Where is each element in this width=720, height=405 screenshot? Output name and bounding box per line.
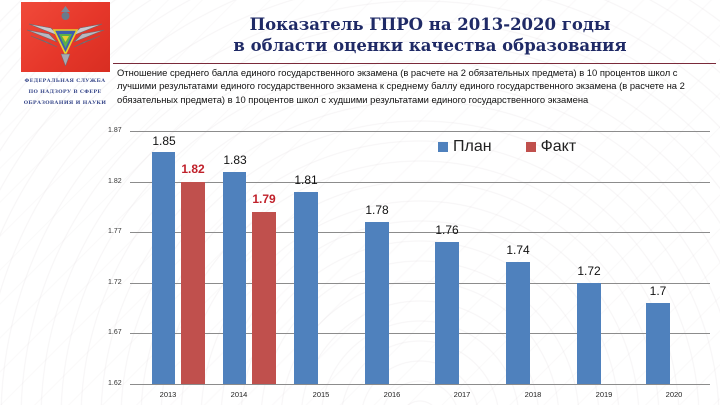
org-name-line: ОБРАЗОВАНИЯ И НАУКИ xyxy=(23,100,107,106)
data-label-plan-2013: 1.85 xyxy=(152,134,176,148)
x-tick-label: 2014 xyxy=(230,390,248,399)
data-label-plan-2014: 1.83 xyxy=(223,153,247,167)
x-tick-label: 2016 xyxy=(383,390,401,399)
org-name-line: ФЕДЕРАЛЬНАЯ СЛУЖБА xyxy=(24,78,106,84)
gridline-1-77 xyxy=(130,232,710,233)
bar-plan-2015 xyxy=(294,192,318,384)
x-axis-line xyxy=(130,384,710,385)
data-label-plan-2018: 1.74 xyxy=(506,243,530,257)
gridline-1-82 xyxy=(130,182,710,183)
bar-plan-2014 xyxy=(223,172,246,384)
title-divider xyxy=(113,63,716,64)
indicator-description: Отношение среднего балла единого государ… xyxy=(117,67,685,105)
legend-swatch-plan xyxy=(438,142,448,152)
bar-plan-2017 xyxy=(435,242,459,384)
data-label-plan-2016: 1.78 xyxy=(365,203,389,217)
chart-legend: План Факт xyxy=(438,138,576,156)
bar-plan-2019 xyxy=(577,283,601,384)
gridline-1-72 xyxy=(130,283,710,284)
legend-label-fact: Факт xyxy=(540,138,577,155)
data-label-plan-2017: 1.76 xyxy=(435,223,459,237)
y-tick-label: 1.82 xyxy=(108,178,122,185)
eagle-emblem-icon xyxy=(26,6,105,67)
data-label-plan-2019: 1.72 xyxy=(577,264,601,278)
y-tick-label: 1.87 xyxy=(108,127,122,134)
x-tick-label: 2013 xyxy=(159,390,177,399)
y-tick-label: 1.77 xyxy=(108,228,122,235)
bar-fact-2014 xyxy=(252,212,276,384)
data-label-fact-2014: 1.79 xyxy=(252,192,276,206)
rosobrnadzor-logo xyxy=(21,2,110,72)
title-line-1: Показатель ГПРО на 2013-2020 годы xyxy=(249,15,611,34)
x-tick-label: 2017 xyxy=(453,390,471,399)
bar-plan-2020 xyxy=(646,303,670,384)
bar-fact-2013 xyxy=(181,182,205,384)
data-label-plan-2015: 1.81 xyxy=(294,173,318,187)
organization-name: ФЕДЕРАЛЬНАЯ СЛУЖБА ПО НАДЗОРУ В СФЕРЕ ОБ… xyxy=(22,76,108,109)
title-line-2: в области оценки качества образования xyxy=(233,36,627,55)
y-tick-label: 1.62 xyxy=(108,380,122,387)
org-name-line: ПО НАДЗОРУ В СФЕРЕ xyxy=(28,89,102,95)
bar-plan-2016 xyxy=(365,222,389,384)
x-tick-label: 2015 xyxy=(312,390,330,399)
legend-label-plan: План xyxy=(453,138,492,155)
data-label-plan-2020: 1.7 xyxy=(649,284,667,298)
y-tick-label: 1.72 xyxy=(108,279,122,286)
legend-item-plan: План xyxy=(438,138,492,156)
legend-swatch-fact xyxy=(525,142,536,152)
x-tick-label: 2018 xyxy=(524,390,542,399)
x-tick-label: 2019 xyxy=(595,390,613,399)
bar-plan-2018 xyxy=(506,262,530,384)
gridline-1-67 xyxy=(130,333,710,334)
bar-plan-2013 xyxy=(152,152,175,384)
data-label-fact-2013: 1.82 xyxy=(181,162,205,176)
slide-title: Показатель ГПРО на 2013-2020 годы в обла… xyxy=(160,14,700,56)
y-tick-label: 1.67 xyxy=(108,329,122,336)
gridline-1-87 xyxy=(130,131,710,132)
legend-item-fact: Факт xyxy=(525,138,577,156)
x-tick-label: 2020 xyxy=(665,390,683,399)
